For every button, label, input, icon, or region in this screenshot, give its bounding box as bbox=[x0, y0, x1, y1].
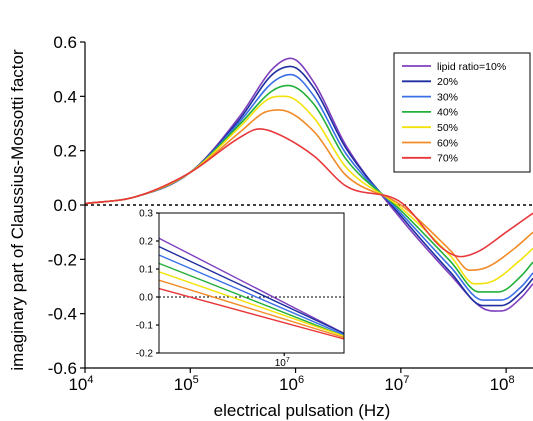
x-tick-label: 104 bbox=[68, 374, 93, 394]
x-tick-base: 10 bbox=[384, 375, 403, 394]
x-ticks: 104 105 106 107 108 bbox=[68, 368, 515, 394]
inset-x-tick-exponent: 7 bbox=[286, 357, 290, 364]
inset-series-line-1 bbox=[158, 237, 345, 335]
legend-label: 60% bbox=[437, 137, 458, 149]
inset-x-ticks: 107 bbox=[275, 353, 290, 369]
legend-label: 50% bbox=[437, 122, 458, 134]
y-tick-label: 0.2 bbox=[53, 142, 77, 161]
x-tick-label: 107 bbox=[384, 374, 409, 394]
inset-y-tick-label: 0.0 bbox=[139, 293, 153, 304]
legend-label: 30% bbox=[437, 91, 458, 103]
inset-y-tick-label: 0.2 bbox=[139, 237, 153, 248]
y-tick-label: 0.4 bbox=[53, 87, 77, 106]
x-tick-base: 10 bbox=[490, 375, 509, 394]
inset-series-line-6 bbox=[158, 279, 345, 339]
inset-series-line-7 bbox=[158, 287, 345, 340]
inset-y-tick-label: -0.1 bbox=[136, 321, 154, 332]
x-tick-exponent: 8 bbox=[509, 374, 515, 386]
legend-label: 20% bbox=[437, 76, 458, 88]
inset-x-tick-base: 10 bbox=[275, 358, 287, 369]
inset-series-line-5 bbox=[158, 271, 345, 337]
y-axis-title: imaginary part of Claussius-Mossotti fac… bbox=[8, 49, 27, 371]
x-tick-base: 10 bbox=[68, 375, 87, 394]
inset-y-ticks: -0.2 -0.1 0.0 0.1 0.2 0.3 bbox=[136, 209, 159, 360]
inset-series-group bbox=[158, 237, 345, 340]
y-tick-label: -0.6 bbox=[48, 359, 77, 378]
inset-y-tick-label: -0.2 bbox=[136, 349, 154, 360]
series-line-7 bbox=[84, 128, 533, 258]
inset-x-tick-label: 107 bbox=[275, 357, 290, 369]
legend-items: lipid ratio=10% 20% 30% 40% 50% 60% 70% bbox=[402, 61, 506, 165]
inset-y-tick-label: 0.1 bbox=[139, 265, 153, 276]
x-axis-title: electrical pulsation (Hz) bbox=[214, 401, 391, 420]
x-tick-exponent: 4 bbox=[87, 374, 93, 386]
inset-plot: -0.2 -0.1 0.0 0.1 0.2 0.3 107 bbox=[136, 209, 345, 369]
inset-series-line-3 bbox=[158, 254, 345, 336]
main-plot: 104 105 106 107 108 -0.6-0.4-0.20.00.20.40.6… bbox=[8, 33, 533, 420]
y-tick-label: 0.6 bbox=[53, 33, 77, 52]
legend-label: 70% bbox=[437, 153, 458, 165]
y-tick-label: -0.2 bbox=[48, 250, 77, 269]
legend: lipid ratio=10% 20% 30% 40% 50% 60% 70% bbox=[393, 52, 531, 173]
x-tick-base: 10 bbox=[174, 375, 193, 394]
inset-frame bbox=[158, 212, 345, 354]
x-tick-exponent: 5 bbox=[193, 374, 199, 386]
inset-series-line-4 bbox=[158, 262, 345, 337]
x-tick-label: 108 bbox=[490, 374, 515, 394]
y-ticks: -0.6 -0.4 -0.2 0.0 0.2 0.4 0.6 bbox=[48, 33, 85, 378]
main-series-group bbox=[84, 57, 533, 312]
inset-series-line-2 bbox=[158, 245, 345, 335]
legend-label: lipid ratio=10% bbox=[437, 61, 506, 73]
x-tick-exponent: 6 bbox=[298, 374, 304, 386]
x-tick-base: 10 bbox=[279, 375, 298, 394]
x-tick-label: 106 bbox=[279, 374, 304, 394]
y-tick-label: 0.0 bbox=[53, 196, 77, 215]
legend-label: 40% bbox=[437, 107, 458, 119]
x-tick-exponent: 7 bbox=[403, 374, 409, 386]
inset-y-tick-label: 0.3 bbox=[139, 209, 153, 220]
y-tick-label: -0.4 bbox=[48, 305, 77, 324]
x-tick-label: 105 bbox=[174, 374, 199, 394]
